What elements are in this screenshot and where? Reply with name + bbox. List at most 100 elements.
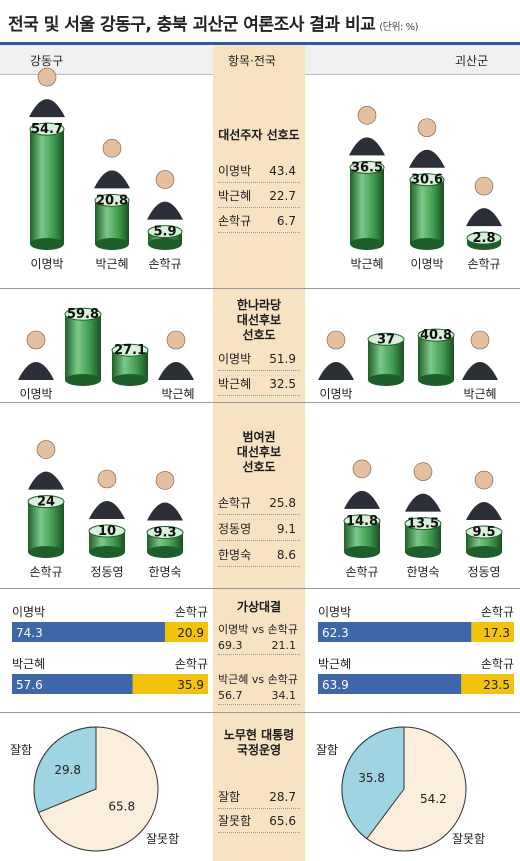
title-line: 한나라당	[236, 298, 282, 312]
gangdong-s1-bar-top	[94, 193, 130, 207]
national-stat-row: 손학규 25.8	[218, 494, 300, 515]
section-divider	[0, 712, 520, 713]
gangdong-s1-bar	[95, 200, 129, 244]
gangdong-s5-pie-good	[33, 726, 97, 814]
goesan-s1-figure-body	[466, 208, 502, 227]
goesan-s1-name: 이명박	[410, 257, 443, 271]
gangdong-s5-label-good: 잘함	[10, 743, 32, 757]
goesan-s1-bar	[410, 179, 444, 244]
gangdong-s1-value: 20.8	[96, 193, 128, 208]
stat-name: 정동영	[218, 522, 252, 536]
column-header-left: 강동구	[30, 54, 64, 68]
stat-name: 이명박	[218, 164, 252, 178]
goesan-s4-value-b: 17.3	[483, 626, 510, 640]
goesan-s1-bar-top	[349, 160, 385, 174]
gangdong-s3-bar-base	[89, 546, 125, 558]
gangdong-s2-figure-body	[18, 362, 54, 380]
gangdong-s4-label-a: 박근혜	[12, 657, 45, 671]
title-line: 선호도	[242, 328, 276, 342]
section-title-ruling-camp-preference: 범여권 대선후보 선호도	[213, 430, 305, 475]
gangdong-s3-value: 24	[37, 495, 55, 510]
stat-name: 이명박	[218, 352, 252, 366]
gangdong-s2-bar-base	[112, 374, 148, 386]
section-divider	[0, 402, 520, 403]
goesan-s2-bar	[368, 339, 404, 380]
goesan-s1-name: 박근혜	[350, 257, 383, 271]
page-title: 전국 및 서울 강동구, 충북 괴산군 여론조사 결과 비교 (단위: %)	[8, 15, 419, 35]
national-stat-row: 이명박 43.4	[218, 162, 300, 183]
goesan-s4-bar-a	[318, 622, 472, 642]
gangdong-s3-name: 손학규	[29, 565, 62, 579]
matchup-vb: 21.1	[271, 639, 297, 652]
gangdong-s1-bar	[30, 129, 64, 244]
gangdong-s4-value-b: 35.9	[177, 678, 204, 692]
goesan-s4-label-b: 손학규	[481, 657, 514, 671]
stat-name: 손학규	[218, 496, 252, 510]
goesan-s3-value: 14.8	[346, 514, 378, 529]
gangdong-s3-bar-top	[146, 525, 184, 539]
gangdong-s4-value-a: 74.3	[16, 626, 43, 640]
goesan-s2-figure-head	[470, 330, 490, 350]
gangdong-s1-bar-base	[95, 238, 129, 250]
gangdong-s2-bar	[65, 314, 101, 380]
title-line: 노무현 대통령	[223, 728, 295, 742]
goesan-s5-pie-good	[341, 726, 405, 840]
gangdong-s1-value: 54.7	[31, 122, 63, 137]
gangdong-s5-label-bad: 잘못함	[146, 832, 179, 846]
section-title-matchup: 가상대결	[236, 600, 282, 614]
gangdong-s3-value: 10	[98, 524, 116, 539]
goesan-s5-value-good: 35.8	[358, 771, 385, 785]
stat-value: 28.7	[269, 790, 296, 804]
matchup-vs: vs	[251, 623, 265, 636]
matchup-a: 이명박	[218, 623, 249, 636]
stat-value: 43.4	[269, 164, 296, 178]
goesan-s1-figure-head	[357, 106, 377, 125]
goesan-s3-figure-head	[474, 470, 494, 490]
gangdong-s2-name: 이명박	[19, 387, 52, 401]
goesan-s3-figure-body	[344, 490, 380, 509]
goesan-s3-bar-base	[344, 546, 380, 558]
gangdong-s2-figure-body	[158, 362, 194, 380]
stat-value: 25.8	[269, 496, 296, 510]
goesan-s1-bar-top	[409, 173, 445, 187]
stat-value: 8.6	[276, 548, 296, 562]
gangdong-s2-bar-base	[65, 374, 101, 386]
goesan-s4-label-b: 손학규	[481, 605, 514, 619]
gangdong-s3-figure-body	[89, 501, 125, 519]
gangdong-s1-value: 5.9	[153, 225, 176, 240]
title-line: 국정운영	[236, 743, 282, 757]
goesan-s2-value: 37	[377, 332, 395, 347]
gangdong-s3-bar	[28, 501, 64, 552]
goesan-s3-bar-base	[466, 546, 502, 558]
goesan-s2-name: 이명박	[319, 387, 352, 401]
national-stat-row: 정동영 9.1	[218, 520, 300, 541]
gangdong-s1-bar-base	[148, 238, 182, 250]
matchup-va: 69.3	[218, 639, 243, 652]
gangdong-s2-figure-head	[166, 330, 186, 350]
matchup-b: 손학규	[267, 673, 298, 686]
section-title-candidate-preference: 대선주자 선호도	[218, 128, 300, 142]
gangdong-s4-label-b: 손학규	[175, 605, 208, 619]
gangdong-s2-figure-head	[26, 330, 46, 350]
goesan-s2-figure-body	[318, 362, 354, 380]
goesan-s2-figure-body	[462, 362, 498, 380]
title-bar: 전국 및 서울 강동구, 충북 괴산군 여론조사 결과 비교 (단위: %)	[0, 0, 520, 44]
goesan-s4-value-b: 23.5	[483, 678, 510, 692]
gangdong-s4-value-b: 20.9	[177, 626, 204, 640]
gangdong-s1-figure-head	[155, 170, 175, 189]
section-divider	[0, 588, 520, 589]
goesan-s5-label-good: 잘함	[316, 743, 338, 757]
column-header-middle: 항목·전국	[228, 54, 276, 68]
gangdong-s3-name: 한명숙	[148, 565, 181, 579]
goesan-s1-value: 36.5	[351, 160, 383, 175]
goesan-s3-figure-head	[352, 459, 372, 479]
gangdong-s3-bar-top	[27, 495, 65, 509]
matchup-a: 박근혜	[218, 673, 249, 686]
gangdong-s1-figure-body	[147, 201, 183, 220]
gangdong-s4-bar-a	[12, 674, 133, 694]
national-stat-row: 잘함 28.7	[218, 788, 300, 809]
matchup-vs: vs	[251, 673, 265, 686]
stat-name: 잘못함	[218, 814, 252, 828]
goesan-s1-bar-base	[350, 238, 384, 250]
goesan-s3-bar-top	[343, 514, 381, 528]
